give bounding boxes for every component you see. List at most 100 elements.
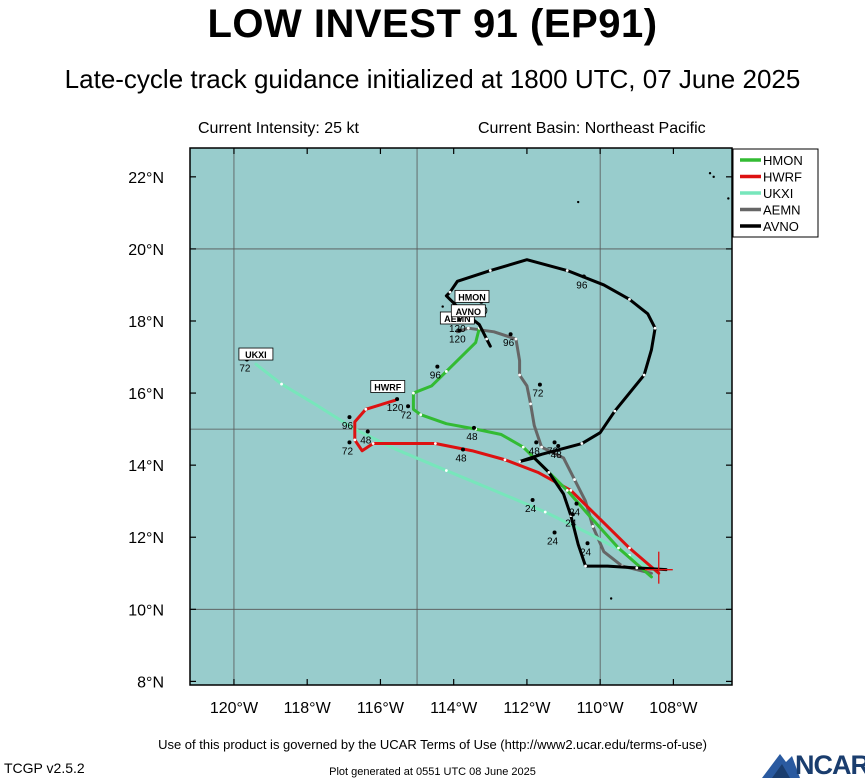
island-marker (727, 197, 730, 200)
forecast-hour-label: 72 (401, 410, 413, 421)
forecast-hour-label: 96 (430, 371, 442, 382)
track-end-label: HWRF (374, 382, 401, 392)
track-point (628, 546, 631, 550)
ncar-logo-text: NCAR (795, 750, 865, 780)
track-end-label: AVNO (456, 307, 481, 317)
forecast-hour-marker (556, 443, 561, 448)
track-point (485, 337, 489, 341)
lon-tick-label: 120°W (210, 700, 259, 717)
track-point (635, 566, 639, 570)
island-marker (712, 175, 715, 179)
track-point (280, 382, 283, 386)
forecast-hour-label: 72 (532, 389, 544, 400)
track-point (503, 458, 507, 462)
forecast-hour-marker (365, 429, 370, 434)
forecast-hour-label: 24 (569, 508, 581, 519)
track-point (411, 391, 415, 395)
track-point (521, 445, 525, 449)
forecast-hour-label: 72 (342, 446, 354, 457)
forecast-hour-label: 48 (360, 436, 372, 447)
track-point (419, 413, 423, 417)
forecast-hour-marker (508, 332, 513, 337)
ocean-area (190, 148, 732, 685)
track-point (628, 297, 631, 301)
track-point (466, 326, 470, 330)
island-marker (609, 597, 613, 600)
forecast-hour-marker (570, 512, 575, 517)
lat-tick-label: 22°N (128, 170, 164, 187)
forecast-hour-label: 120 (449, 324, 466, 335)
legend-label-hwrf: HWRF (763, 170, 802, 185)
forecast-hour-label: 72 (547, 446, 559, 457)
map-title: LOW INVEST 91 (EP91) (207, 2, 658, 46)
track-point (433, 442, 437, 445)
lon-tick-label: 114°W (430, 700, 478, 717)
track-point (642, 373, 646, 377)
forecast-hour-marker (457, 317, 462, 322)
track-point (580, 442, 584, 445)
track-point (565, 269, 569, 272)
track-end-label: UKXI (245, 350, 267, 360)
track-point (547, 470, 551, 474)
forecast-hour-marker (435, 364, 440, 369)
forecast-hour-marker (574, 501, 579, 506)
forecast-hour-marker (581, 274, 586, 279)
lon-tick-label: 112°W (503, 700, 551, 717)
legend-label-aemn: AEMN (763, 203, 801, 218)
track-end-label: HMON (458, 292, 486, 302)
track-end-label: AEMN (444, 314, 471, 324)
lon-tick-label: 118°W (284, 700, 332, 717)
forecast-hour-marker (585, 541, 590, 546)
forecast-hour-label: 120 (387, 403, 404, 414)
forecast-hour-label: 48 (466, 432, 478, 443)
current-intensity: Current Intensity: 25 kt (198, 120, 359, 137)
track-point (514, 337, 518, 341)
forecast-hour-label: 24 (525, 504, 537, 515)
lat-tick-label: 10°N (128, 602, 164, 619)
forecast-hour-marker (406, 404, 411, 409)
legend-label-hmon: HMON (763, 153, 803, 168)
forecast-hour-label: 48 (455, 454, 467, 465)
track-point (371, 442, 375, 445)
legend-label-ukxi: UKXI (763, 186, 793, 201)
lat-tick-label: 20°N (128, 242, 164, 259)
track-point (584, 564, 587, 568)
terms-of-use[interactable]: Use of this product is governed by the U… (158, 737, 707, 752)
map-subtitle: Late-cycle track guidance initialized at… (64, 64, 801, 94)
track-end-label-box (370, 380, 406, 393)
track-end-label-box (238, 347, 274, 361)
forecast-hour-marker (552, 440, 557, 445)
current-basin: Current Basin: Northeast Pacific (478, 120, 706, 137)
track-point (448, 290, 452, 294)
track-point (565, 488, 569, 492)
lat-tick-label: 16°N (128, 386, 164, 403)
legend-label-avno: AVNO (763, 219, 799, 234)
forecast-hour-label: 24 (580, 547, 592, 558)
track-point (529, 402, 532, 406)
track-point (518, 460, 521, 463)
forecast-hour-label: 24 (547, 536, 559, 547)
forecast-hour-marker (457, 328, 462, 333)
forecast-hour-marker (395, 397, 400, 402)
track-point (573, 478, 576, 481)
track-point (543, 510, 547, 514)
forecast-hour-label: 24 (565, 518, 577, 529)
lon-tick-label: 110°W (577, 700, 625, 717)
track-end-label-box (454, 289, 490, 303)
plot-generated-time: Plot generated at 0551 UTC 08 June 2025 (329, 766, 536, 778)
lon-tick-label: 108°W (649, 700, 698, 717)
forecast-hour-marker (347, 440, 352, 445)
forecast-hour-marker (471, 425, 476, 430)
track-point (617, 546, 620, 550)
lat-tick-label: 18°N (128, 314, 164, 331)
forecast-hour-label: 48 (551, 450, 563, 461)
track-point (591, 525, 595, 528)
track-point (613, 409, 617, 413)
forecast-hour-label: 48 (529, 446, 541, 457)
track-point (569, 488, 573, 492)
forecast-hour-label: 96 (503, 338, 515, 349)
forecast-hour-marker (461, 447, 465, 452)
forecast-hour-label: 72 (239, 363, 251, 374)
track-point (540, 445, 543, 449)
